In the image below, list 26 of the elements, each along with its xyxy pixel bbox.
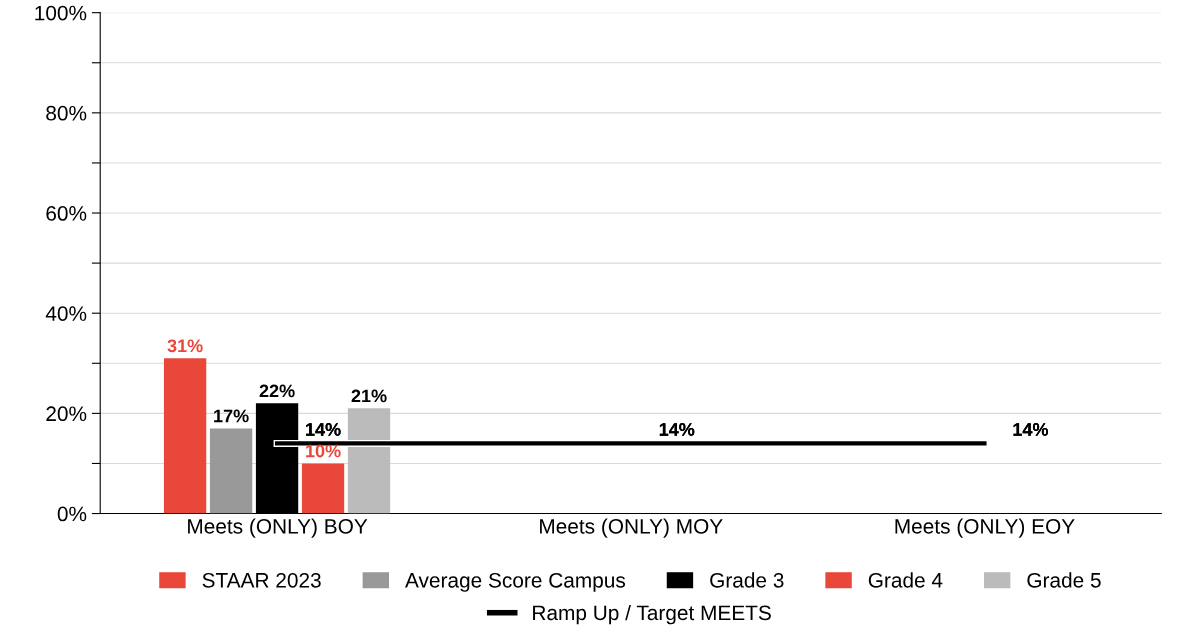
y-tick-label: 60% — [46, 206, 87, 221]
data-label: 21% — [351, 389, 387, 403]
legend-label: Average Score Campus — [405, 572, 626, 592]
data-label: 10% — [306, 444, 341, 458]
y-tick-label: 0% — [57, 506, 87, 522]
legend-label: Ramp Up / Target MEETS — [533, 604, 771, 625]
y-tick-label: 40% — [45, 306, 87, 321]
legend-label: Grade 3 — [710, 572, 784, 588]
data-label: 22% — [259, 384, 295, 398]
legend-label: STAAR 2023 — [202, 572, 321, 588]
data-label: 14% — [659, 423, 695, 436]
data-label: 14% — [306, 423, 341, 436]
bar — [209, 428, 253, 514]
x-tick-label: Meets (ONLY) MOY — [540, 518, 723, 538]
bar — [301, 463, 345, 514]
y-tick-label: 20% — [46, 406, 87, 422]
data-label: 14% — [1013, 423, 1049, 436]
legend-label: Grade 4 — [868, 572, 943, 588]
x-tick-label: Meets (ONLY) EOY — [895, 518, 1075, 538]
bar — [163, 358, 207, 514]
data-label: 31% — [167, 339, 203, 353]
y-tick-label: 100% — [35, 5, 87, 21]
x-tick-label: Meets (ONLY) BOY — [188, 518, 368, 538]
y-tick-label: 80% — [46, 105, 87, 121]
legend-label: Grade 5 — [1027, 572, 1101, 588]
data-label: 17% — [214, 409, 249, 423]
